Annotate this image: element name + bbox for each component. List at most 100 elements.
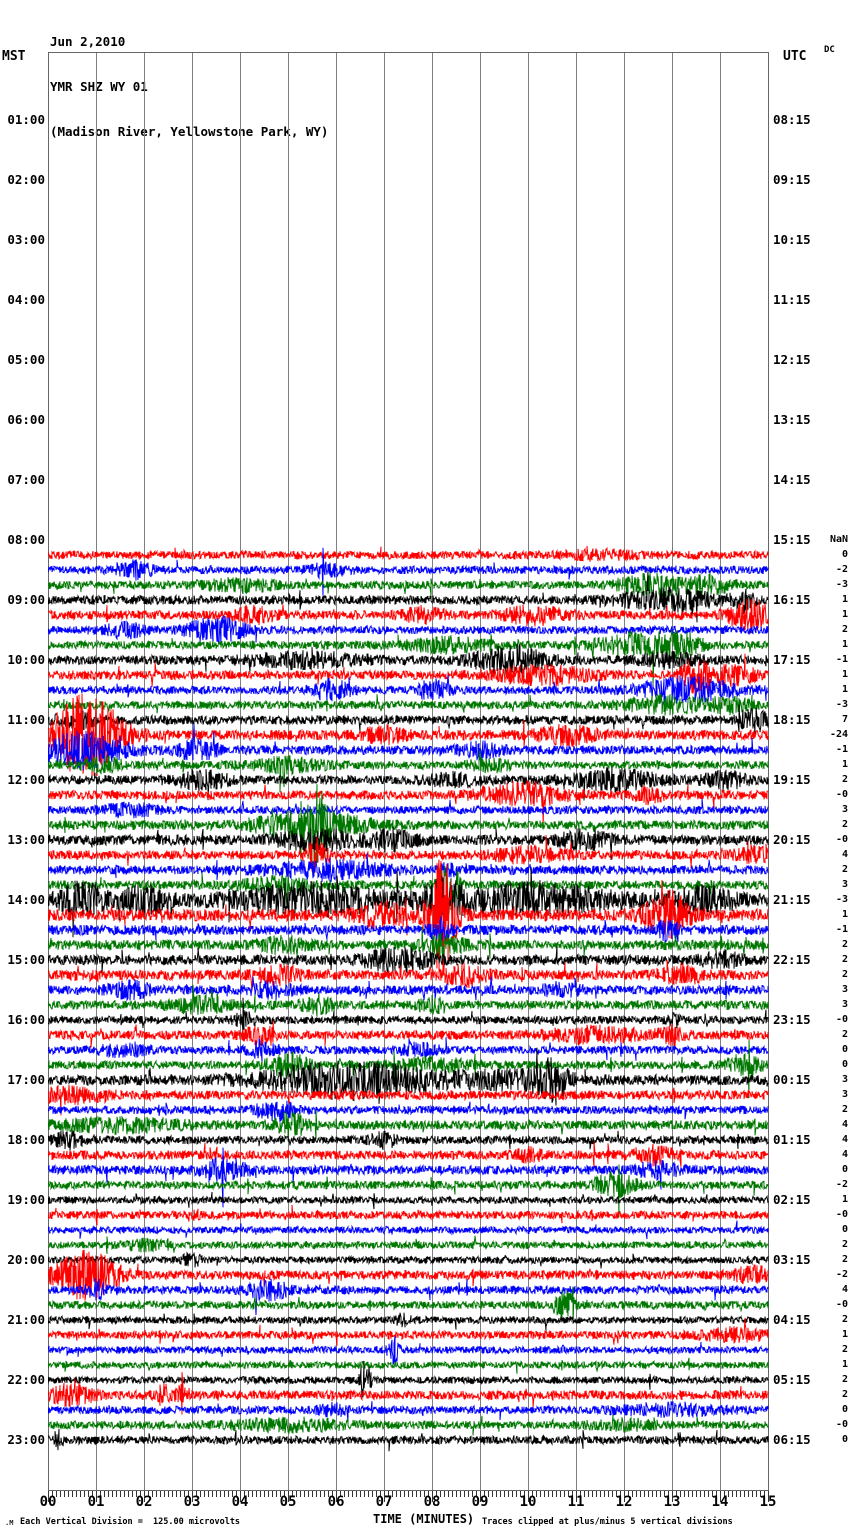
x-axis-ruler bbox=[48, 1491, 769, 1502]
dc-value: 1 bbox=[841, 669, 848, 680]
trace-row-2045 bbox=[47, 1286, 769, 1323]
dc-value: 2 bbox=[841, 774, 848, 785]
dc-value: 2 bbox=[841, 1344, 848, 1355]
utc-hour-label: 03:15 bbox=[773, 1252, 811, 1267]
trace-row-2200 bbox=[47, 1360, 769, 1398]
utc-hour-label: 14:15 bbox=[773, 472, 811, 487]
dc-value: 1 bbox=[841, 1329, 848, 1340]
dc-value: -24 bbox=[829, 729, 848, 740]
dc-value: 1 bbox=[841, 1359, 848, 1370]
mst-hour-label: 22:00 bbox=[7, 1372, 45, 1387]
mst-hour-label: 15:00 bbox=[7, 952, 45, 967]
trace-row-1800 bbox=[47, 1130, 769, 1151]
dc-value: 2 bbox=[841, 954, 848, 965]
dc-value: 1 bbox=[841, 609, 848, 620]
trace-row-1230 bbox=[47, 798, 769, 819]
dc-value: 2 bbox=[841, 1029, 848, 1040]
trace-row-2145 bbox=[47, 1357, 769, 1374]
footer-scale-note: Each Vertical Division = 125.00 microvol… bbox=[20, 1517, 241, 1527]
left-axis-header: MST bbox=[2, 49, 26, 64]
trace-row-1615 bbox=[47, 1020, 769, 1048]
dc-value: 2 bbox=[841, 1389, 848, 1400]
trace-row-1130 bbox=[47, 723, 769, 771]
x-tick-label: 03 bbox=[183, 1494, 201, 1510]
trace-row-1745 bbox=[47, 1110, 769, 1142]
dc-value: 3 bbox=[841, 984, 848, 995]
trace-row-1730 bbox=[47, 1100, 769, 1123]
utc-hour-label: 12:15 bbox=[773, 352, 811, 367]
trace-row-0915 bbox=[47, 598, 769, 634]
dc-value: 2 bbox=[841, 864, 848, 875]
dc-value: 2 bbox=[841, 819, 848, 830]
utc-hour-label: 13:15 bbox=[773, 412, 811, 427]
trace-row-1430 bbox=[47, 916, 769, 945]
dc-value: 2 bbox=[841, 969, 848, 980]
trace-row-1330 bbox=[47, 853, 769, 883]
trace-row-1600 bbox=[47, 997, 769, 1034]
mst-hour-label: 06:00 bbox=[7, 412, 45, 427]
trace-row-1815 bbox=[47, 1141, 769, 1169]
dc-value: -3 bbox=[835, 894, 848, 905]
dc-value: 2 bbox=[841, 1104, 848, 1115]
trace-row-1345 bbox=[47, 866, 769, 939]
trace-row-1015 bbox=[47, 653, 769, 696]
trace-row-1315 bbox=[47, 835, 769, 873]
dc-value: -3 bbox=[835, 579, 848, 590]
utc-hour-label: 05:15 bbox=[773, 1372, 811, 1387]
x-tick-label: 13 bbox=[663, 1494, 681, 1510]
dc-value: -0 bbox=[835, 789, 848, 800]
utc-hour-label: 02:15 bbox=[773, 1192, 811, 1207]
mst-hour-label: 01:00 bbox=[7, 112, 45, 127]
trace-row-1845 bbox=[47, 1164, 769, 1218]
dc-value: -2 bbox=[835, 1179, 848, 1190]
mst-hour-label: 13:00 bbox=[7, 832, 45, 847]
dc-value: 7 bbox=[841, 714, 848, 725]
trace-row-2230 bbox=[47, 1401, 769, 1423]
utc-hour-label: 19:15 bbox=[773, 772, 811, 787]
trace-row-1415 bbox=[47, 859, 769, 974]
dc-value: 1 bbox=[841, 684, 848, 695]
trace-row-1715 bbox=[47, 1084, 769, 1116]
mst-hour-label: 23:00 bbox=[7, 1432, 45, 1447]
dc-value: -2 bbox=[835, 564, 848, 575]
dc-value: 4 bbox=[841, 1284, 848, 1295]
dc-value: 3 bbox=[841, 879, 848, 890]
mst-hour-label: 09:00 bbox=[7, 592, 45, 607]
dc-value: 0 bbox=[841, 1164, 848, 1175]
utc-hour-label: 23:15 bbox=[773, 1012, 811, 1027]
trace-row-2100 bbox=[47, 1312, 769, 1331]
x-tick-label: 15 bbox=[759, 1494, 777, 1510]
trace-row-2215 bbox=[47, 1372, 769, 1415]
utc-hour-label: 04:15 bbox=[773, 1312, 811, 1327]
trace-row-1215 bbox=[47, 779, 769, 829]
trace-row-1145 bbox=[47, 749, 769, 793]
utc-hour-label: 18:15 bbox=[773, 712, 811, 727]
dc-value: -0 bbox=[835, 834, 848, 845]
dc-value: -0 bbox=[835, 1209, 848, 1220]
mst-hour-label: 08:00 bbox=[7, 532, 45, 547]
dc-value: 4 bbox=[841, 1149, 848, 1160]
dc-value: 0 bbox=[841, 1059, 848, 1070]
trace-row-2300 bbox=[47, 1428, 769, 1452]
trace-row-1945 bbox=[47, 1235, 769, 1254]
dc-value: 3 bbox=[841, 1089, 848, 1100]
trace-row-1515 bbox=[47, 959, 769, 992]
trace-row-1645 bbox=[47, 1040, 769, 1099]
dc-value: 0 bbox=[841, 1434, 848, 1445]
mst-hour-label: 03:00 bbox=[7, 232, 45, 247]
utc-hour-label: 08:15 bbox=[773, 112, 811, 127]
trace-row-0900 bbox=[47, 570, 769, 623]
trace-row-1545 bbox=[47, 984, 769, 1017]
title-date: Jun 2,2010 bbox=[50, 34, 126, 49]
x-tick-label: 12 bbox=[615, 1494, 633, 1510]
dc-value: 3 bbox=[841, 999, 848, 1010]
watermark-mark: .M bbox=[5, 1519, 14, 1527]
dc-value: 4 bbox=[841, 849, 848, 860]
dc-value: 2 bbox=[841, 1254, 848, 1265]
x-tick-label: 00 bbox=[39, 1494, 57, 1510]
dc-value: -1 bbox=[835, 744, 848, 755]
trace-row-1930 bbox=[47, 1220, 769, 1240]
mst-hour-label: 19:00 bbox=[7, 1192, 45, 1207]
